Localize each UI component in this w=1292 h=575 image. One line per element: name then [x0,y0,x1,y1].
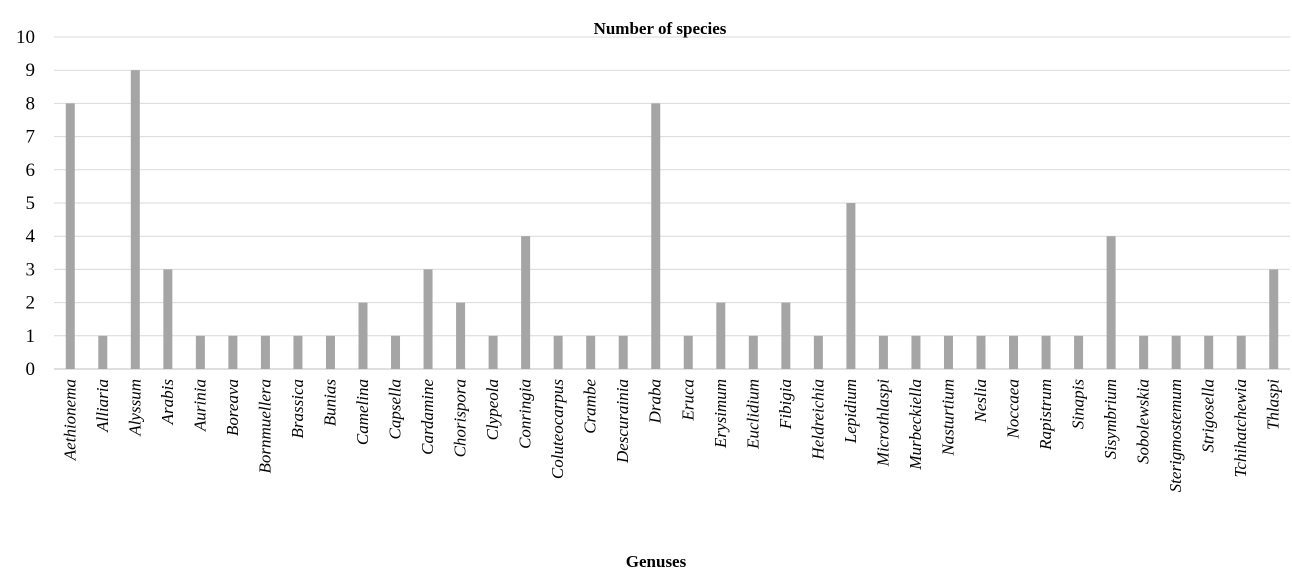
bar [521,236,531,369]
bar [1269,269,1279,369]
y-tick-label: 8 [26,93,36,114]
bar [781,302,791,369]
bar [1139,335,1149,369]
gridlines [54,36,1290,370]
y-tick-label: 6 [26,160,36,181]
bar [618,335,628,369]
bar [716,302,726,369]
x-tick-label: Sterigmostemum [1166,379,1185,492]
bar [1236,335,1246,369]
x-tick-label: Coluteocarpus [548,379,567,479]
x-tick-label: Brassica [288,379,307,439]
y-tick-label: 7 [26,127,36,148]
bar [65,103,75,370]
x-tick-label: Sisymbrium [1101,379,1120,459]
x-tick-label: Nasturtium [938,379,957,457]
x-tick-label: Aurinia [190,379,209,432]
bar [391,335,401,369]
y-tick-label: 4 [26,226,36,247]
x-tick-label: Thlaspi [1264,379,1283,430]
x-tick-label: Descurainia [613,379,632,464]
bar [1074,335,1084,369]
bar [943,335,953,369]
y-tick-label: 1 [26,326,36,347]
x-tick-label: Murbeckiella [906,379,925,471]
bar [976,335,986,369]
bar [683,335,693,369]
bar [1009,335,1019,369]
y-tick-label: 10 [16,27,35,48]
x-tick-label: Conringia [516,379,535,449]
x-tick-label: Cardamine [418,379,437,455]
x-axis-label: Genuses [626,552,687,571]
bar [228,335,238,369]
x-tick-label: Heldreichia [808,379,827,461]
bar [1204,335,1214,369]
x-tick-label: Chorispora [451,379,470,457]
bar [813,335,823,369]
bars [65,70,1279,370]
bar [1106,236,1116,369]
x-tick-label: Tchihatchewia [1231,379,1250,478]
bar [846,203,856,369]
x-axis-ticks: Aethionema Alliaria Alyssum Arabis Aurinia Bo… [60,379,1282,493]
bar [293,335,303,369]
x-tick-label: Capsella [386,379,405,439]
bar [423,269,433,369]
x-tick-label: Clypeola [483,379,502,440]
y-tick-label: 3 [26,259,36,280]
x-tick-label: Neslia [971,379,990,423]
x-tick-label: Camelina [353,379,372,445]
x-tick-label: Boreava [223,379,242,436]
x-tick-label: Bunias [320,379,339,427]
x-tick-label: Sobolewskia [1134,379,1153,464]
x-tick-label: Aethionema [60,379,79,461]
bar [1041,335,1051,369]
x-tick-label: Alyssum [125,379,144,437]
bar [1171,335,1181,369]
y-tick-label: 0 [26,359,36,380]
x-tick-label: Microthlaspi [873,379,892,467]
bar [325,335,335,369]
x-tick-label: Crambe [581,379,600,434]
y-tick-label: 2 [26,293,36,314]
bar [98,335,108,369]
x-tick-label: Bornmuellera [255,379,274,473]
x-tick-label: Sinapis [1069,379,1088,429]
x-tick-label: Alliaria [93,379,112,433]
bar [878,335,888,369]
x-tick-label: Lepidium [841,379,860,444]
chart-title: Number of species [594,19,727,38]
bar [553,335,563,369]
bar [651,103,661,370]
x-tick-label: Erysimum [711,379,730,449]
x-tick-label: Noccaea [1004,379,1023,439]
x-tick-label: Draba [646,379,665,424]
x-tick-label: Strigosella [1199,379,1218,453]
x-tick-label: Eruca [678,379,697,422]
bar [586,335,596,369]
bar [195,335,205,369]
x-tick-label: Rapistrum [1036,379,1055,451]
y-axis-ticks: 0 1 2 3 4 5 6 7 8 9 10 [16,27,36,380]
bar [488,335,498,369]
y-tick-label: 9 [26,60,36,81]
y-tick-label: 5 [26,193,36,214]
bar [456,302,466,369]
bar [260,335,270,369]
x-tick-label: Fibigia [776,379,795,430]
bar [911,335,921,369]
bar [130,70,140,369]
x-tick-label: Euclidium [743,379,762,450]
bar [358,302,368,369]
x-tick-label: Arabis [158,379,177,426]
bar [163,269,173,369]
bar [748,335,758,369]
